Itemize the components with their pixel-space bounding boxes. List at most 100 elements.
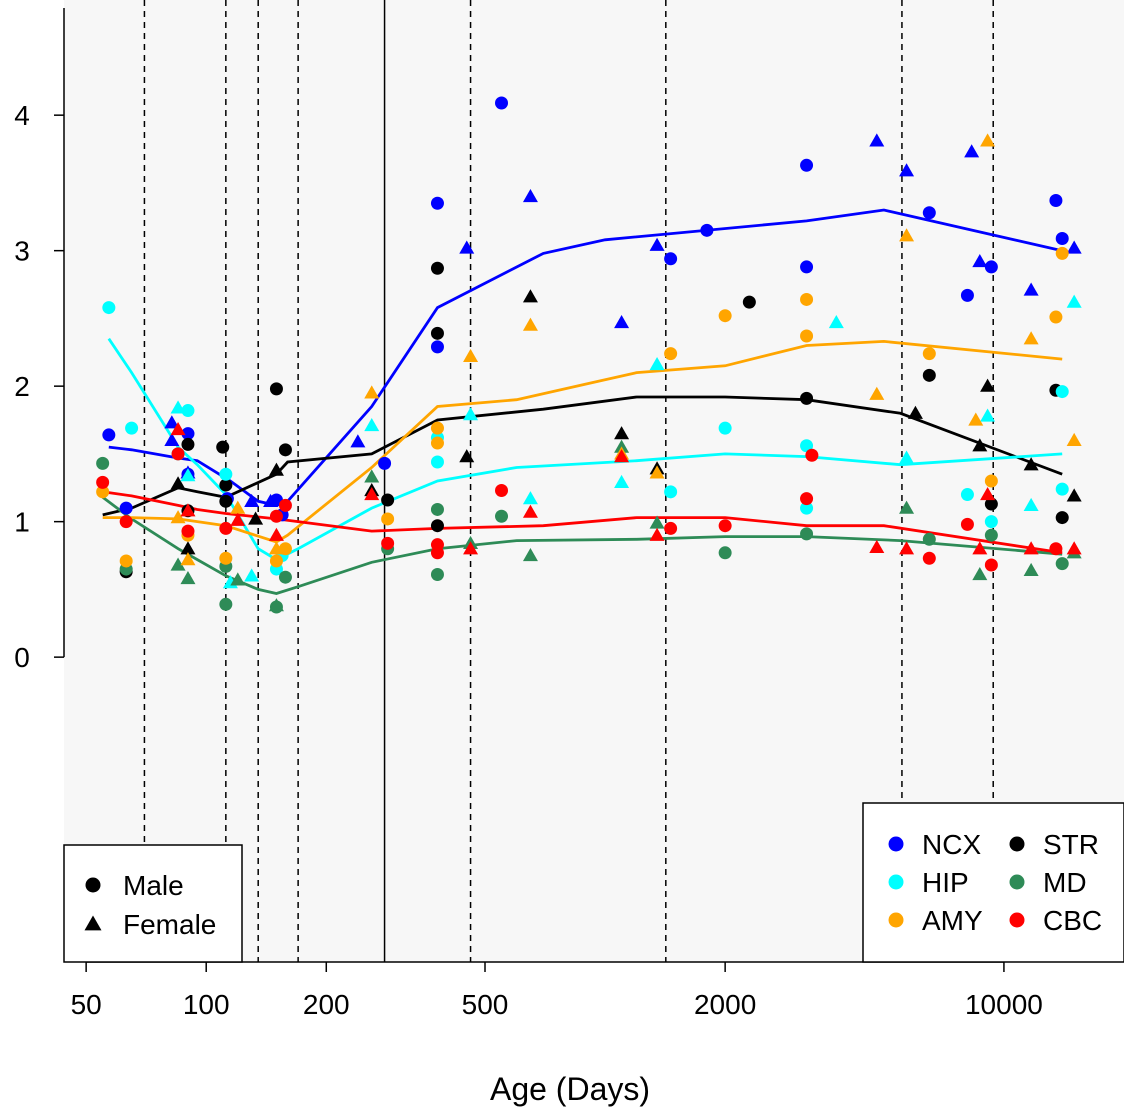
- point-male-str: [181, 437, 195, 451]
- point-female-ncx: [869, 133, 885, 147]
- point-female-cbc: [268, 527, 284, 541]
- sex-legend-label: Female: [123, 909, 216, 940]
- point-male-cbc: [278, 498, 292, 512]
- point-female-hip: [364, 417, 380, 432]
- point-male-ncx: [378, 456, 392, 470]
- legend-swatch-str: [1009, 836, 1025, 852]
- point-male-md: [800, 527, 814, 541]
- point-male-str: [430, 326, 444, 340]
- x-axis-label: Age (Days): [490, 1071, 650, 1107]
- point-female-cbc: [899, 541, 915, 555]
- point-male-amy: [984, 474, 998, 488]
- point-male-md: [278, 570, 292, 584]
- point-male-ncx: [102, 428, 116, 442]
- point-female-ncx: [649, 237, 665, 251]
- y-tick-label: 4: [14, 100, 30, 131]
- point-female-cbc: [869, 539, 885, 554]
- point-male-cbc: [171, 447, 185, 461]
- x-tick-label: 100: [183, 989, 230, 1020]
- point-female-ncx: [522, 188, 538, 203]
- point-male-str: [216, 440, 230, 454]
- point-male-hip: [219, 467, 233, 481]
- point-female-ncx: [459, 240, 475, 254]
- point-female-cbc: [170, 422, 186, 436]
- point-female-amy: [180, 552, 196, 566]
- point-female-ncx: [263, 493, 279, 507]
- region-legend-label: CBC: [1043, 905, 1102, 936]
- point-female-md: [649, 515, 665, 529]
- point-male-str: [219, 478, 233, 492]
- point-male-cbc: [495, 483, 509, 497]
- point-female-md: [1023, 562, 1039, 577]
- point-male-str: [219, 494, 233, 508]
- point-male-ncx: [119, 501, 133, 515]
- point-male-hip: [1055, 385, 1069, 399]
- point-female-str: [248, 511, 264, 525]
- point-female-cbc: [364, 487, 380, 501]
- point-female-amy: [968, 412, 984, 426]
- reference-lines: [143, 0, 994, 962]
- point-female-amy: [268, 541, 284, 555]
- point-female-amy: [230, 500, 246, 514]
- point-male-ncx: [1049, 194, 1063, 208]
- point-male-cbc: [664, 521, 678, 535]
- region-legend-label: STR: [1043, 829, 1099, 860]
- point-male-cbc: [800, 492, 814, 506]
- point-female-str: [459, 449, 475, 463]
- region-legend-label: HIP: [922, 867, 969, 898]
- point-male-str: [381, 493, 395, 507]
- point-female-md: [230, 572, 246, 586]
- point-male-cbc: [922, 551, 936, 565]
- point-female-str: [614, 426, 630, 440]
- point-male-md: [96, 456, 110, 470]
- point-female-ncx: [244, 493, 260, 507]
- point-female-str: [170, 476, 186, 490]
- point-female-str: [180, 541, 196, 555]
- point-male-ncx: [1055, 231, 1069, 245]
- point-male-str: [269, 382, 283, 396]
- point-male-str: [1055, 511, 1069, 525]
- point-male-amy: [119, 554, 133, 568]
- point-female-amy: [899, 228, 915, 242]
- point-male-hip: [960, 488, 974, 502]
- point-male-amy: [219, 551, 233, 565]
- trend-line-amy: [102, 339, 1063, 544]
- point-female-cbc: [230, 512, 246, 526]
- point-male-md: [430, 502, 444, 516]
- point-female-cbc: [649, 527, 665, 541]
- point-female-amy: [463, 348, 479, 362]
- point-female-md: [972, 566, 988, 581]
- point-male-md: [984, 528, 998, 542]
- point-female-str: [972, 438, 988, 452]
- legend-swatch-hip: [888, 874, 904, 890]
- point-female-amy: [869, 386, 885, 400]
- point-female-amy: [980, 133, 996, 147]
- x-tick-label: 2000: [694, 989, 756, 1020]
- legend-swatch-amy: [888, 912, 904, 928]
- point-female-hip: [180, 468, 196, 482]
- point-female-ncx: [164, 415, 180, 429]
- point-female-hip: [463, 407, 479, 421]
- x-tick-label: 50: [71, 989, 102, 1020]
- point-female-md: [180, 571, 196, 585]
- point-female-ncx: [164, 432, 180, 446]
- point-male-cbc: [718, 519, 732, 533]
- point-male-cbc: [181, 524, 195, 538]
- point-female-md: [522, 548, 538, 562]
- point-female-hip: [649, 356, 665, 371]
- point-male-str: [984, 497, 998, 511]
- point-female-str: [522, 289, 538, 303]
- point-female-ncx: [899, 163, 915, 177]
- point-male-amy: [1055, 246, 1069, 260]
- point-male-cbc: [96, 475, 110, 489]
- y-tick-label: 1: [14, 507, 30, 538]
- point-female-amy: [522, 317, 538, 331]
- point-male-cbc: [269, 509, 283, 523]
- point-female-hip: [899, 450, 915, 464]
- point-male-hip: [718, 421, 732, 435]
- point-female-ncx: [972, 254, 988, 268]
- legend-swatch-ncx: [888, 836, 904, 852]
- point-male-ncx: [181, 427, 195, 441]
- point-female-str: [980, 378, 996, 392]
